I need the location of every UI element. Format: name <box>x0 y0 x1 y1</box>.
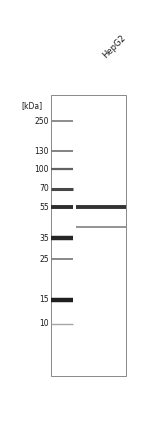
Text: 35: 35 <box>39 234 49 243</box>
Text: 25: 25 <box>39 255 49 264</box>
Text: 130: 130 <box>34 146 49 156</box>
Text: 70: 70 <box>39 184 49 194</box>
Text: [kDa]: [kDa] <box>21 101 42 110</box>
Text: 250: 250 <box>34 117 49 126</box>
Text: 10: 10 <box>39 319 49 328</box>
Text: 55: 55 <box>39 203 49 212</box>
Text: HepG2: HepG2 <box>101 34 128 60</box>
Text: 15: 15 <box>39 295 49 305</box>
Bar <box>51 95 126 376</box>
Text: 100: 100 <box>34 165 49 174</box>
